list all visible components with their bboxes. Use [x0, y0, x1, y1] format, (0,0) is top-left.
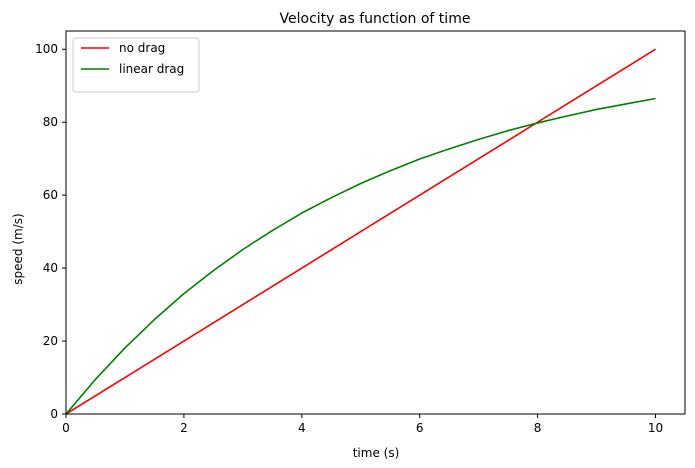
x-tick-label: 4 — [298, 421, 306, 435]
x-tick-label: 8 — [534, 421, 542, 435]
series-line-1 — [66, 48, 656, 414]
y-tick-label: 80 — [43, 115, 58, 129]
legend-box — [72, 37, 200, 93]
y-tick-label: 20 — [43, 334, 58, 348]
y-axis-title: speed (m/s) — [11, 213, 25, 284]
series-layer — [66, 48, 656, 414]
legend-label-1: no drag — [119, 41, 165, 55]
chart-title: Velocity as function of time — [280, 11, 471, 27]
y-tick-label: 40 — [43, 261, 58, 275]
x-tick-label: 6 — [416, 421, 424, 435]
y-tick-label: 100 — [35, 42, 58, 56]
plot-frame — [65, 30, 686, 415]
x-tick-label: 2 — [180, 421, 188, 435]
legend-label-2: linear drag — [119, 62, 184, 76]
x-tick-label: 10 — [648, 421, 663, 435]
x-axis-title: time (s) — [353, 446, 400, 460]
y-tick-label: 60 — [43, 188, 58, 202]
series-line-2 — [66, 97, 656, 414]
legend: no drag linear drag — [72, 37, 200, 93]
x-tick-label: 0 — [62, 421, 70, 435]
y-tick-label: 0 — [50, 407, 58, 421]
